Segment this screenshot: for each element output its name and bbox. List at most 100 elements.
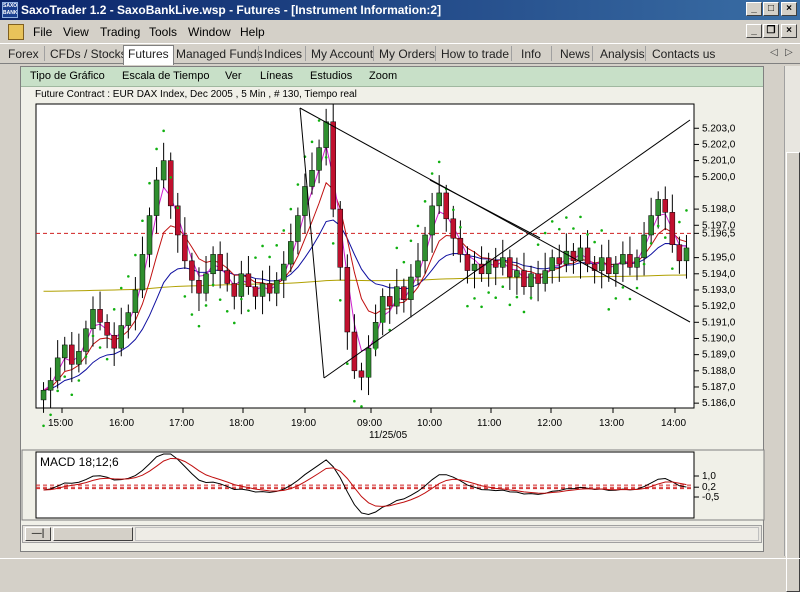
candle-down bbox=[330, 121, 336, 210]
scroll-zoom-icon[interactable]: —| bbox=[25, 527, 51, 541]
trend-line bbox=[323, 119, 691, 379]
menu-lines[interactable]: Líneas bbox=[260, 70, 294, 82]
y-tick-label: 5.192,0 bbox=[702, 301, 736, 312]
chart-toolbar: Tipo de Gráfico Escala de Tiempo Ver Lín… bbox=[21, 67, 763, 87]
candle-down bbox=[351, 331, 358, 372]
sar-dot bbox=[119, 286, 123, 290]
chart-canvas[interactable]: 5.203,0 5.202,0 5.201,0 5.200,0 5.198,0 5.197… bbox=[0, 0, 800, 576]
menu-chart-type[interactable]: Tipo de Gráfico bbox=[30, 70, 105, 82]
maximize-button[interactable]: □ bbox=[763, 2, 779, 16]
y-tick-label: 5.200,0 bbox=[702, 172, 736, 183]
candle-down bbox=[443, 192, 449, 220]
nav-tabs: Forex CFDs / Stocks Futures Managed Fund… bbox=[0, 43, 800, 65]
candle-up bbox=[379, 296, 386, 323]
sar-dot bbox=[656, 224, 660, 228]
ma-slow-line bbox=[43, 219, 687, 391]
tabs-scroll-left-icon[interactable]: ◁ bbox=[770, 47, 778, 58]
tab-contacts-us[interactable]: Contacts us bbox=[652, 47, 716, 61]
candle-down bbox=[231, 283, 238, 297]
candle-down bbox=[662, 199, 669, 213]
candle-up bbox=[47, 380, 54, 391]
tab-cfds-stocks[interactable]: CFDs / Stocks bbox=[50, 47, 127, 61]
candle-up bbox=[408, 276, 414, 300]
x-tick-label: 15:00 bbox=[48, 418, 73, 429]
candle-down bbox=[189, 260, 195, 281]
sar-dot bbox=[487, 291, 490, 294]
candle-up bbox=[563, 250, 570, 265]
sar-dot bbox=[600, 229, 603, 232]
candle-up bbox=[160, 160, 167, 181]
candle-up bbox=[281, 263, 287, 281]
horizontal-scroll-thumb[interactable] bbox=[53, 527, 133, 541]
macd-label: MACD 18;12;6 bbox=[40, 455, 119, 469]
menu-time-scale[interactable]: Escala de Tiempo bbox=[122, 70, 210, 82]
candle-down bbox=[627, 254, 633, 268]
minimize-button[interactable]: _ bbox=[746, 2, 762, 16]
window-title: SaxoTrader 1.2 - SaxoBankLive.wsp - Futu… bbox=[21, 3, 442, 17]
candle-down bbox=[182, 234, 188, 262]
candle-up bbox=[613, 263, 619, 275]
tab-news[interactable]: News bbox=[560, 47, 591, 61]
tab-analysis[interactable]: Analysis bbox=[600, 47, 645, 61]
candle-up bbox=[542, 270, 548, 284]
menu-tools[interactable]: Tools bbox=[149, 25, 178, 39]
saxotrader-app-icon[interactable]: SAXO BANK bbox=[2, 2, 18, 18]
menu-trading[interactable]: Trading bbox=[100, 25, 141, 39]
candle-down bbox=[196, 280, 202, 294]
y-tick-label: 5.198,0 bbox=[702, 204, 736, 215]
vertical-scrollbar[interactable] bbox=[784, 66, 800, 592]
doc-restore-button[interactable]: ❐ bbox=[763, 24, 779, 38]
candle-down bbox=[344, 267, 351, 333]
sar-dot bbox=[536, 243, 540, 246]
menu-view-chart[interactable]: Ver bbox=[225, 70, 242, 82]
menu-studies[interactable]: Estudios bbox=[310, 70, 353, 82]
tab-how-to-trade[interactable]: How to trade bbox=[441, 47, 510, 61]
candle-down bbox=[401, 286, 407, 300]
close-button[interactable]: × bbox=[781, 2, 797, 16]
sar-dot bbox=[607, 308, 611, 311]
sar-dot bbox=[593, 240, 596, 244]
tab-my-orders[interactable]: My Orders bbox=[379, 47, 436, 61]
macd-signal-line bbox=[43, 457, 687, 507]
sar-dot bbox=[367, 374, 370, 378]
x-tick-label: 16:00 bbox=[109, 418, 134, 429]
y-tick-label: 5.190,0 bbox=[702, 333, 736, 344]
doc-close-button[interactable]: × bbox=[781, 24, 797, 38]
tab-indices[interactable]: Indices bbox=[264, 47, 303, 61]
menu-window[interactable]: Window bbox=[188, 25, 231, 39]
menu-zoom[interactable]: Zoom bbox=[369, 70, 398, 82]
doc-minimize-button[interactable]: _ bbox=[746, 24, 762, 38]
sar-dot bbox=[374, 347, 377, 351]
x-tick-label: 12:00 bbox=[537, 418, 562, 429]
menu-view[interactable]: View bbox=[63, 25, 89, 39]
tab-futures[interactable]: Futures bbox=[123, 45, 174, 65]
menu-bar: File View Trading Tools Window Help bbox=[0, 22, 800, 42]
tab-managed-funds[interactable]: Managed Funds bbox=[176, 47, 263, 61]
sar-dot bbox=[275, 244, 278, 247]
tab-info[interactable]: Info bbox=[521, 47, 542, 61]
status-bar bbox=[0, 558, 800, 576]
document-window-icon[interactable] bbox=[8, 24, 24, 40]
sar-dot bbox=[338, 299, 342, 302]
sar-dot bbox=[543, 231, 547, 235]
y-tick-label: 5.193,0 bbox=[702, 285, 736, 296]
candle-up bbox=[323, 121, 329, 148]
sar-dot bbox=[402, 260, 406, 264]
candle-up bbox=[90, 309, 96, 330]
sar-dot bbox=[56, 389, 59, 393]
horizontal-scrollbar[interactable]: —| bbox=[22, 525, 762, 543]
sar-dot bbox=[331, 242, 335, 245]
candle-up bbox=[514, 270, 520, 278]
candle-up bbox=[139, 254, 146, 291]
candle-up bbox=[648, 215, 654, 236]
tab-my-account[interactable]: My Account bbox=[311, 47, 374, 61]
tabs-scroll-right-icon[interactable]: ▷ bbox=[785, 47, 793, 58]
tab-forex[interactable]: Forex bbox=[8, 47, 39, 61]
vertical-scroll-thumb[interactable] bbox=[786, 152, 800, 592]
macd-y-tick-label: 1,0 bbox=[702, 471, 716, 482]
horizontal-scroll-track[interactable] bbox=[135, 527, 759, 541]
y-tick-label: 5.203,0 bbox=[702, 123, 736, 134]
menu-help[interactable]: Help bbox=[240, 25, 265, 39]
candle-down bbox=[111, 334, 117, 349]
menu-file[interactable]: File bbox=[33, 25, 53, 39]
